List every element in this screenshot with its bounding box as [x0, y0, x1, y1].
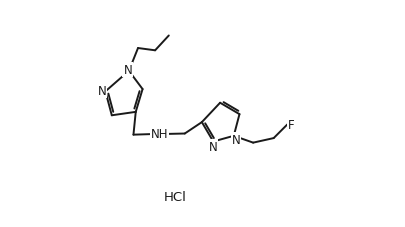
Text: NH: NH: [151, 128, 168, 141]
Text: N: N: [123, 64, 132, 77]
Text: N: N: [208, 140, 217, 153]
Text: F: F: [287, 118, 293, 131]
Text: HCl: HCl: [164, 190, 187, 203]
Text: N: N: [231, 133, 240, 146]
Text: N: N: [97, 84, 106, 97]
